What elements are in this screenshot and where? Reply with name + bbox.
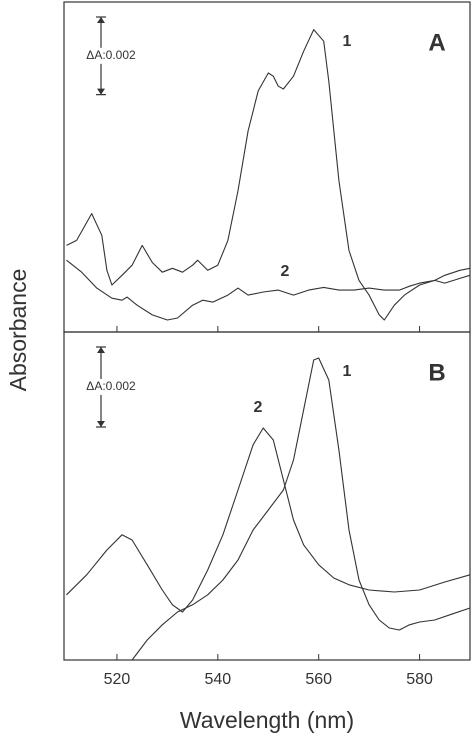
x-tick-label: 560 [305,671,332,688]
spectrum-line [66,259,471,321]
panel-frame [63,331,471,661]
panel-label: B [428,359,445,386]
scale-bar-label: ΔA:0.002 [86,48,136,62]
series-label: 2 [281,263,290,280]
x-tick-label: 520 [104,671,131,688]
scale-bar-label-bg [80,379,142,395]
panel-label: A [428,29,445,56]
scale-bar-label-bg [80,47,142,64]
spectrum-line [131,357,471,661]
spectrum-line [66,29,471,321]
x-tick-label: 580 [406,671,433,688]
x-axis-label: Wavelength (nm) [180,707,354,733]
series-label: 1 [343,363,352,380]
y-axis-label: Absorbance [5,269,31,392]
series-label: 2 [254,399,263,416]
scale-bar-label: ΔA:0.002 [86,379,136,393]
x-tick-label: 540 [204,671,231,688]
spectrum-line [66,427,471,613]
series-label: 1 [343,33,352,50]
